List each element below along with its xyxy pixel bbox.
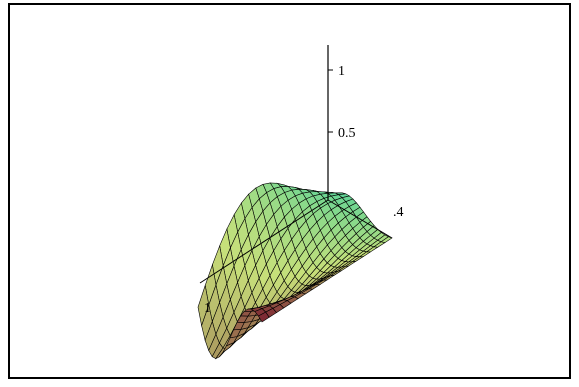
surface-patch: [257, 311, 270, 323]
x-axis-line: [199, 199, 329, 284]
y-tick-label-1: .4: [393, 205, 404, 220]
x-tick-label-1: 1: [204, 301, 211, 316]
surface-mesh: [197, 182, 393, 360]
z-tick-label-2: 0.5: [338, 126, 356, 141]
y-axis-line: [327, 199, 393, 239]
z-tick-label-1: 1: [338, 64, 345, 79]
